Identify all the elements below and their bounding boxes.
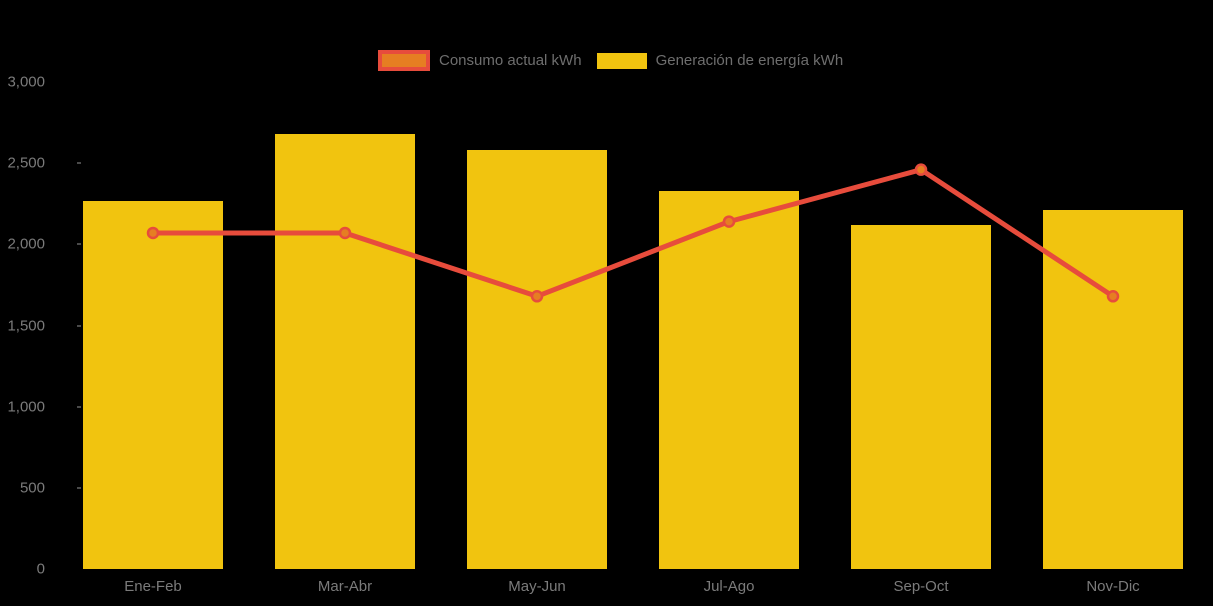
x-axis-label: Mar-Abr <box>317 578 373 595</box>
chart-legend: Consumo actual kWh Generación de energía… <box>378 50 843 71</box>
line-point <box>530 290 544 303</box>
bar-Ene-Feb <box>83 200 223 569</box>
y-tick-mark <box>77 405 81 408</box>
bar-May-Jun <box>467 150 607 569</box>
generacion-bar-swatch-icon <box>596 52 647 69</box>
y-axis-tick-label: 1,500 <box>7 317 45 334</box>
y-tick-mark <box>77 162 81 165</box>
x-axis-label: May-Jun <box>508 578 566 595</box>
bar-Nov-Dic <box>1043 210 1183 569</box>
bar-Mar-Abr <box>275 133 415 569</box>
bar-Jul-Ago <box>659 190 799 569</box>
line-point <box>146 226 160 240</box>
line-point <box>1106 290 1120 303</box>
x-axis-label: Nov-Dic <box>1086 578 1140 595</box>
line-point <box>338 226 352 240</box>
consumption-line <box>150 167 1116 299</box>
y-axis-tick-label: 2,500 <box>7 154 45 172</box>
line-point <box>722 215 736 228</box>
legend-item-consumo: Consumo actual kWh <box>378 50 582 71</box>
y-axis-tick-label: 2,000 <box>7 235 45 253</box>
y-tick-mark <box>77 486 81 489</box>
y-tick-mark <box>77 243 81 246</box>
consumo-line-swatch-icon <box>378 50 430 71</box>
y-tick-mark <box>77 324 81 327</box>
line-point <box>914 163 928 176</box>
x-axis-label: Ene-Feb <box>124 578 182 595</box>
y-axis-tick-label: 0 <box>36 560 45 578</box>
y-axis-tick-label: 1,000 <box>7 398 45 416</box>
legend-label-generacion: Generación de energía kWh <box>655 52 844 69</box>
y-axis-tick-label: 3,000 <box>7 73 45 91</box>
y-axis-tick-label: 500 <box>19 479 45 497</box>
legend-label-consumo: Consumo actual kWh <box>439 52 582 69</box>
x-axis-label: Jul-Ago <box>703 578 755 595</box>
x-axis-label: Sep-Oct <box>893 578 949 595</box>
legend-item-generacion: Generación de energía kWh <box>596 52 844 69</box>
bar-Sep-Oct <box>851 224 991 569</box>
